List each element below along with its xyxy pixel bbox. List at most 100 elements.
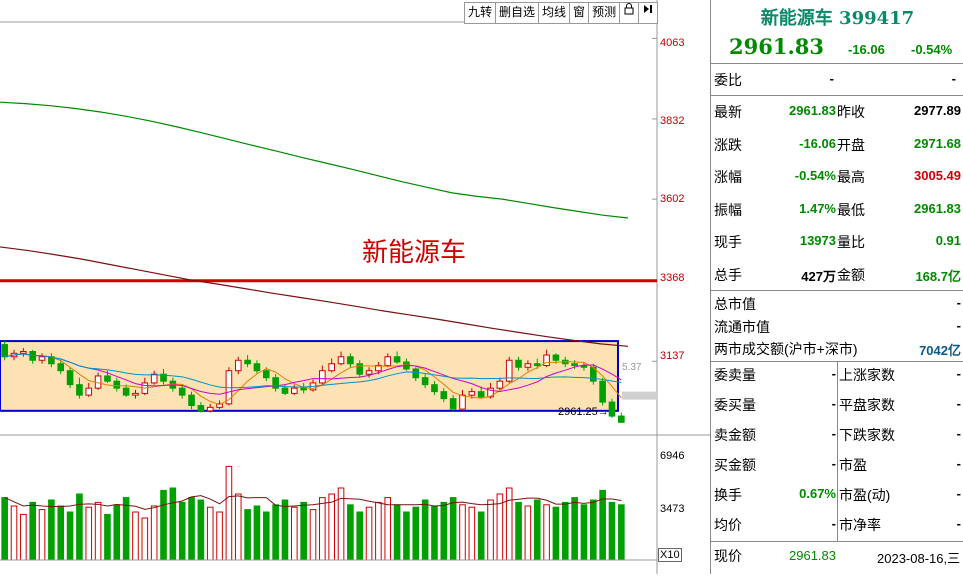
candle-body bbox=[262, 370, 270, 379]
stat-label: 卖金额 bbox=[714, 427, 756, 443]
forecast-button[interactable]: 预测 bbox=[589, 3, 621, 23]
volume-bar bbox=[561, 501, 569, 561]
stat-label: 市盈(动) bbox=[839, 487, 891, 503]
candle-body bbox=[496, 380, 504, 389]
lock-icon[interactable] bbox=[620, 3, 640, 23]
quote-label: 现手 bbox=[714, 234, 742, 250]
index-title: 新能源车 399417 bbox=[760, 8, 915, 29]
candle-body bbox=[244, 359, 251, 365]
candle-body bbox=[468, 391, 476, 396]
candle-body bbox=[337, 356, 345, 365]
remove-watchlist-button[interactable]: 删自选 bbox=[496, 3, 540, 23]
ma-value-label: 5.37 bbox=[622, 362, 642, 373]
candle-body bbox=[150, 373, 158, 384]
volume-bar bbox=[300, 501, 307, 561]
volume-bar bbox=[309, 509, 317, 561]
candle-body bbox=[477, 391, 485, 398]
low-price-label: 2961.25→ bbox=[558, 406, 609, 418]
webi-row: 委比 - - bbox=[711, 67, 963, 91]
y-tick-3602: 3602 bbox=[660, 193, 685, 205]
ma20-line bbox=[4, 353, 622, 389]
quote-row: 涨跌 -16.06 开盘 2971.68 bbox=[711, 132, 963, 156]
quote-value: 1.47% bbox=[799, 200, 836, 216]
ma5-line bbox=[4, 353, 622, 406]
column-divider bbox=[837, 362, 838, 541]
volume-bar bbox=[599, 489, 606, 561]
volume-bar bbox=[160, 489, 167, 561]
quote-label: 最高 bbox=[837, 169, 865, 185]
volume-bar bbox=[589, 499, 597, 561]
stat-value: 0.67% bbox=[799, 486, 836, 501]
candle-body bbox=[85, 387, 93, 396]
quote-value: 0.91 bbox=[935, 233, 961, 248]
candle-body bbox=[599, 380, 606, 403]
volume-bar bbox=[356, 511, 364, 561]
divider bbox=[711, 541, 963, 542]
volume-bar bbox=[20, 513, 27, 561]
market-turnover-label: 两市成交额(沪市+深市) bbox=[714, 341, 858, 357]
candle-body bbox=[524, 363, 532, 368]
candle-body bbox=[356, 363, 364, 375]
volume-bar bbox=[29, 501, 37, 561]
stat-label: 均价 bbox=[714, 517, 742, 533]
price-change: -16.06 bbox=[848, 42, 885, 57]
stat-value: - bbox=[956, 366, 961, 381]
quote-label: 量比 bbox=[837, 234, 865, 250]
volume-bar bbox=[66, 511, 74, 561]
y-tick-3137: 3137 bbox=[660, 350, 685, 362]
candle-body bbox=[421, 377, 429, 386]
candle-body bbox=[300, 387, 307, 391]
stat-value: - bbox=[831, 516, 836, 531]
volume-bar bbox=[459, 504, 466, 561]
candle-body bbox=[234, 359, 242, 372]
candle-body bbox=[188, 394, 195, 407]
volume-bar bbox=[291, 506, 298, 561]
quote-row: 最新 2961.83 昨收 2977.89 bbox=[711, 99, 963, 123]
kline-svg[interactable] bbox=[0, 0, 710, 574]
volume-bar bbox=[169, 487, 177, 561]
volume-bar bbox=[403, 511, 410, 561]
volume-bar bbox=[272, 504, 279, 561]
candle-body bbox=[375, 364, 382, 372]
bottom-date: 2023-08-16,三 bbox=[877, 551, 961, 566]
candle-body bbox=[533, 363, 541, 366]
price-change-pct: -0.54% bbox=[911, 42, 953, 57]
volume-bar bbox=[515, 501, 522, 561]
volume-bar bbox=[618, 504, 625, 561]
quote-value: 2961.83 bbox=[789, 103, 836, 118]
vol-tick-3473: 3473 bbox=[660, 503, 685, 515]
divider bbox=[711, 361, 963, 362]
window-button[interactable]: 窗 bbox=[570, 3, 590, 23]
candle-body bbox=[412, 368, 420, 379]
moving-average-button[interactable]: 均线 bbox=[539, 3, 571, 23]
stat-label: 市净率 bbox=[839, 517, 881, 533]
stat-row: 委卖量 - 上涨家数 - bbox=[711, 362, 963, 386]
divider bbox=[711, 63, 963, 64]
volume-bar bbox=[440, 501, 448, 561]
candle-body bbox=[328, 363, 335, 372]
kline-chart[interactable]: 新能源车 2961.25→ 5.37 4063 3832 3602 3368 3… bbox=[0, 0, 710, 574]
quote-value: 3005.49 bbox=[914, 168, 961, 183]
stat-value: - bbox=[831, 366, 836, 381]
candle-body bbox=[104, 375, 111, 382]
collapse-icon[interactable] bbox=[639, 3, 657, 23]
candle-body bbox=[384, 356, 392, 366]
divider bbox=[711, 95, 963, 96]
volume-bar bbox=[328, 493, 335, 561]
stat-value: - bbox=[831, 396, 836, 411]
candle-body bbox=[571, 363, 578, 366]
float-market-cap-row: 流通市值 - bbox=[711, 314, 963, 338]
market-turnover-value: 7042亿 bbox=[919, 343, 961, 358]
candle-body bbox=[291, 387, 298, 394]
volume-bar bbox=[94, 501, 102, 561]
volume-bar bbox=[85, 506, 93, 561]
market-turnover-row: 两市成交额(沪市+深市) 7042亿 bbox=[711, 336, 963, 360]
volume-bar bbox=[347, 504, 354, 561]
candle-body bbox=[393, 356, 401, 363]
stat-label: 委买量 bbox=[714, 397, 756, 413]
stat-label: 换手 bbox=[714, 487, 742, 503]
candle-body bbox=[552, 354, 560, 361]
jiuzhuan-button[interactable]: 九转 bbox=[465, 3, 497, 23]
quote-value: 2971.68 bbox=[914, 135, 961, 151]
candle-body bbox=[543, 354, 550, 366]
